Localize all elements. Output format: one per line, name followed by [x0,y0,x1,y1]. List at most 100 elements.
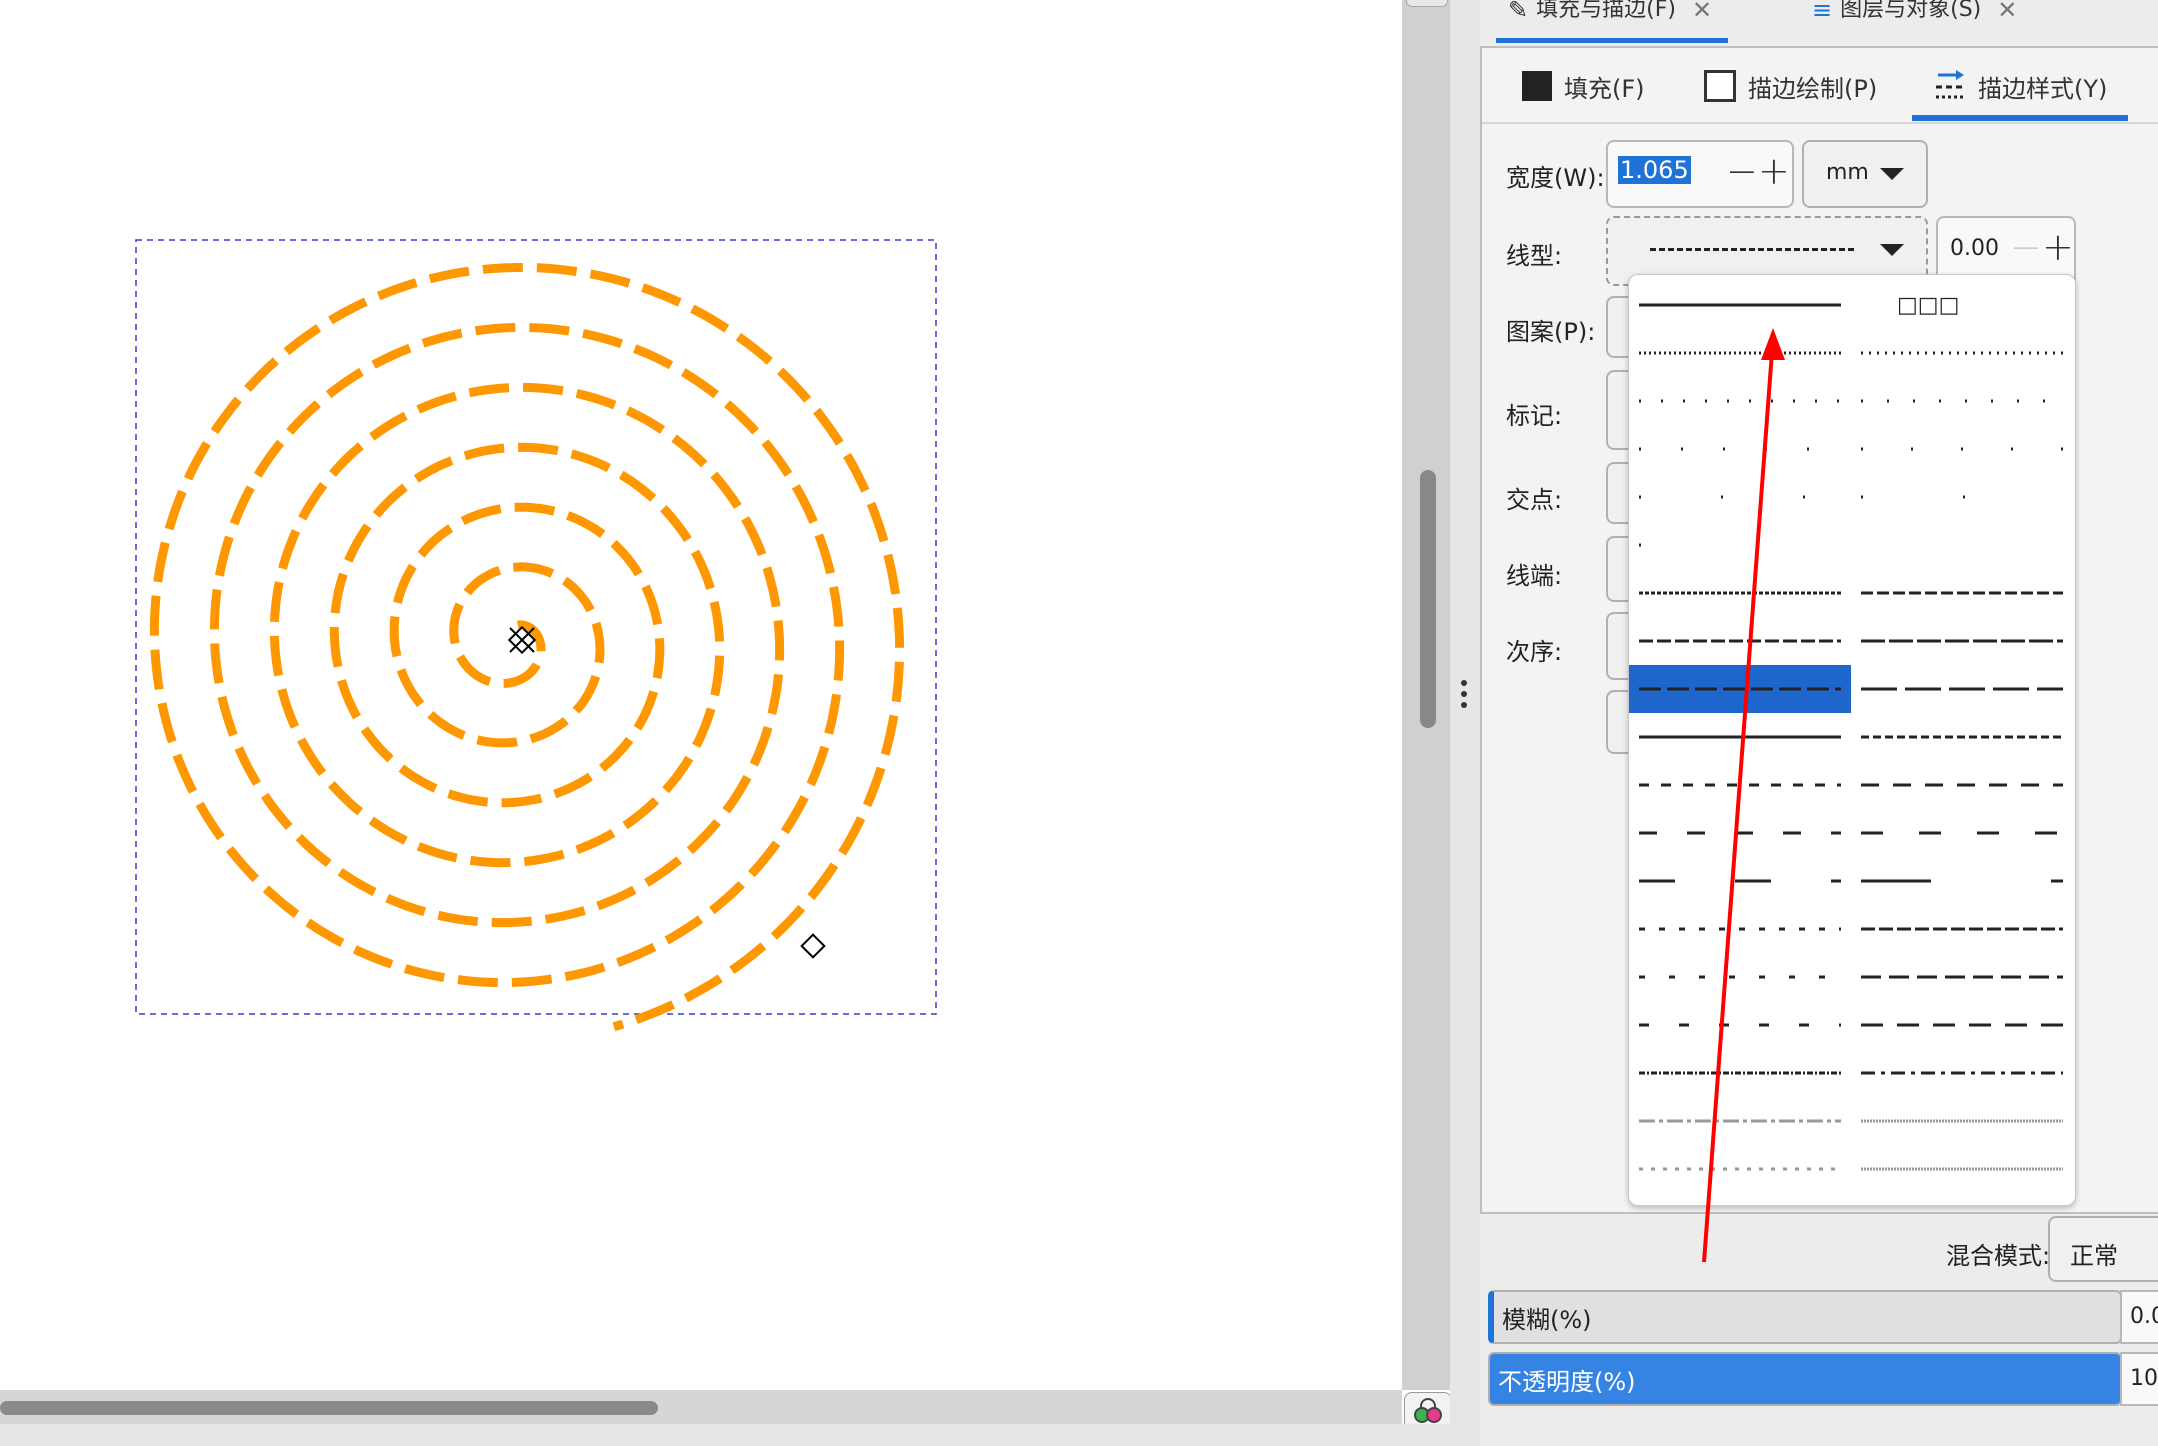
dash-option[interactable] [1629,665,1851,713]
tab-label: 图层与对象(S) [1840,0,1982,22]
dash-option[interactable] [1629,281,1851,329]
subtab-stroke-paint[interactable]: 描边绘制(P) [1704,66,1877,106]
dash-option[interactable] [1629,1145,1851,1193]
dash-option[interactable] [1629,425,1851,473]
close-icon[interactable]: ✕ [1997,0,2018,24]
dash-option[interactable] [1629,905,1851,953]
filled-square-icon [1522,71,1552,101]
plus-icon[interactable]: + [1758,149,1790,193]
dash-preview [1861,783,2063,787]
custom-dash-label[interactable]: □□□ [1897,293,1960,318]
dash-preview [1861,1119,2063,1123]
dash-preview [1639,543,1841,547]
dash-pattern-popup[interactable]: □□□ [1628,274,2076,1206]
splitter-grip-icon [1461,691,1467,697]
dash-option[interactable] [1851,665,2073,713]
join-label: 交点: [1506,486,1563,514]
dash-option[interactable] [1851,809,2073,857]
plus-icon[interactable]: + [2042,225,2074,269]
dash-option[interactable] [1851,1049,2073,1097]
dash-option[interactable] [1851,953,2073,1001]
selection-bbox [135,239,937,1015]
opacity-label: 不透明度(%) [1498,1367,1636,1396]
dash-option[interactable] [1629,377,1851,425]
dash-option[interactable] [1629,713,1851,761]
blur-input[interactable] [2120,1290,2158,1344]
dash-option[interactable] [1629,1049,1851,1097]
dash-option[interactable] [1851,713,2073,761]
vertical-scroll-thumb[interactable] [1420,470,1436,728]
blend-mode-dropdown[interactable] [2048,1216,2158,1282]
dash-option[interactable] [1851,1145,2073,1193]
dash-preview [1639,591,1841,595]
blur-value: 0.0 [2130,1304,2158,1329]
blur-slider[interactable]: 模糊(%) [1488,1290,2122,1344]
minus-icon[interactable]: − [1726,149,1758,193]
drawing-canvas[interactable] [0,0,1400,1390]
dash-preview [1639,735,1841,739]
minus-icon[interactable]: − [2010,225,2042,269]
dash-option[interactable] [1629,809,1851,857]
panel-splitter[interactable] [1450,0,1480,1446]
horizontal-scroll-thumb[interactable] [0,1401,658,1415]
dash-option[interactable] [1851,761,2073,809]
dash-option[interactable] [1851,1097,2073,1145]
dash-preview [1861,1167,2063,1171]
dash-preview [1650,248,1854,251]
dash-preview [1639,1119,1841,1123]
scroll-up-button[interactable] [1406,0,1448,7]
dash-option[interactable] [1851,569,2073,617]
spiral-end-handle[interactable] [800,933,826,959]
dash-preview [1861,447,2063,451]
blend-mode-label: 混合模式: [1946,1242,2051,1270]
status-strip [0,1424,1480,1446]
dash-option[interactable] [1629,329,1851,377]
width-input[interactable]: 1.065 [1618,156,1691,184]
subtab-stroke-style[interactable]: 描边样式(Y) [1934,66,2107,106]
dash-preview [1639,783,1841,787]
width-spinbox[interactable] [1606,140,1794,208]
divider [1482,122,2158,124]
dash-option[interactable] [1629,1001,1851,1049]
color-circles-icon [1414,1398,1442,1423]
dash-option[interactable] [1851,1001,2073,1049]
dash-preview [1639,879,1841,883]
dashed-spiral[interactable] [149,263,905,1032]
dash-preview [1639,303,1841,307]
opacity-input[interactable] [2120,1352,2158,1406]
dash-option[interactable] [1629,617,1851,665]
dash-option[interactable] [1851,425,2073,473]
dash-option[interactable] [1851,329,2073,377]
dash-option[interactable] [1851,377,2073,425]
opacity-slider[interactable]: 不透明度(%) [1488,1352,2122,1406]
close-icon[interactable]: ✕ [1691,0,1713,24]
spiral-center-handle[interactable] [507,625,537,655]
subtab-fill[interactable]: 填充(F) [1522,66,1645,106]
dash-preview [1861,735,2063,739]
splitter-grip-icon [1461,680,1467,686]
dash-preview [1861,351,2063,355]
chevron-down-icon [1880,168,1904,180]
tab-fill-stroke[interactable]: ✎ 填充与描边(F) ✕ [1508,0,1712,40]
dash-option[interactable] [1629,1097,1851,1145]
subtab-label: 填充(F) [1564,74,1645,103]
dash-option[interactable] [1629,473,1851,521]
stroke-style-icon [1936,70,1964,99]
dash-option[interactable] [1851,617,2073,665]
dash-offset-value[interactable]: 0.00 [1950,236,1999,261]
outline-square-icon [1704,70,1736,102]
order-label: 次序: [1506,638,1563,666]
dash-preview [1639,1071,1841,1075]
tab-layers-objects[interactable]: ≡ 图层与对象(S) ✕ [1812,0,2017,40]
dash-option[interactable] [1851,857,2073,905]
dash-option[interactable] [1851,905,2073,953]
dash-option[interactable] [1629,569,1851,617]
dash-option[interactable] [1629,953,1851,1001]
dash-option[interactable] [1851,473,2073,521]
dash-option[interactable] [1629,761,1851,809]
unit-dropdown[interactable] [1802,140,1928,208]
subtab-label: 描边绘制(P) [1748,74,1878,103]
dash-preview [1861,831,2063,835]
dash-option[interactable] [1629,521,1851,569]
dash-option[interactable] [1629,857,1851,905]
